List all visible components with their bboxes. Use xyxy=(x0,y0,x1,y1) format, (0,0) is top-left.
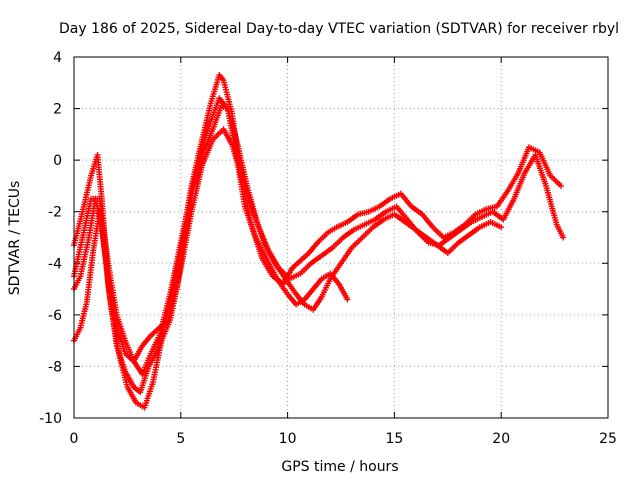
y-tick-label: -6 xyxy=(48,308,62,324)
axis-ticks: 0 5 10 15 20 25 -10 -8 -6 -4 -2 0 2 4 xyxy=(39,50,617,447)
y-tick-label: 2 xyxy=(53,102,62,118)
y-tick-label: 4 xyxy=(53,50,62,66)
x-tick-label: 20 xyxy=(492,431,510,447)
series-4 xyxy=(71,95,351,365)
grid xyxy=(74,57,608,418)
x-tick-label: 0 xyxy=(70,431,79,447)
y-tick-label: -2 xyxy=(48,205,62,221)
y-tick-label: 0 xyxy=(53,153,62,169)
y-tick-label: -8 xyxy=(48,359,62,375)
y-tick-label: -10 xyxy=(39,411,62,427)
data-marks xyxy=(71,72,567,411)
x-axis-label: GPS time / hours xyxy=(281,459,398,475)
series-2 xyxy=(71,102,567,378)
chart-title: Day 186 of 2025, Sidereal Day-to-day VTE… xyxy=(59,21,619,37)
data-point xyxy=(558,182,565,189)
data-point xyxy=(560,234,567,241)
x-tick-label: 25 xyxy=(599,431,617,447)
y-tick-label: -4 xyxy=(48,256,62,272)
series-1 xyxy=(71,72,565,396)
data-point xyxy=(344,296,351,303)
plot-frame xyxy=(73,56,609,419)
x-tick-label: 5 xyxy=(176,431,185,447)
x-tick-label: 15 xyxy=(385,431,403,447)
y-axis-label: SDTVAR / TECUs xyxy=(7,181,23,296)
x-tick-label: 10 xyxy=(279,431,297,447)
data-point xyxy=(498,224,505,231)
